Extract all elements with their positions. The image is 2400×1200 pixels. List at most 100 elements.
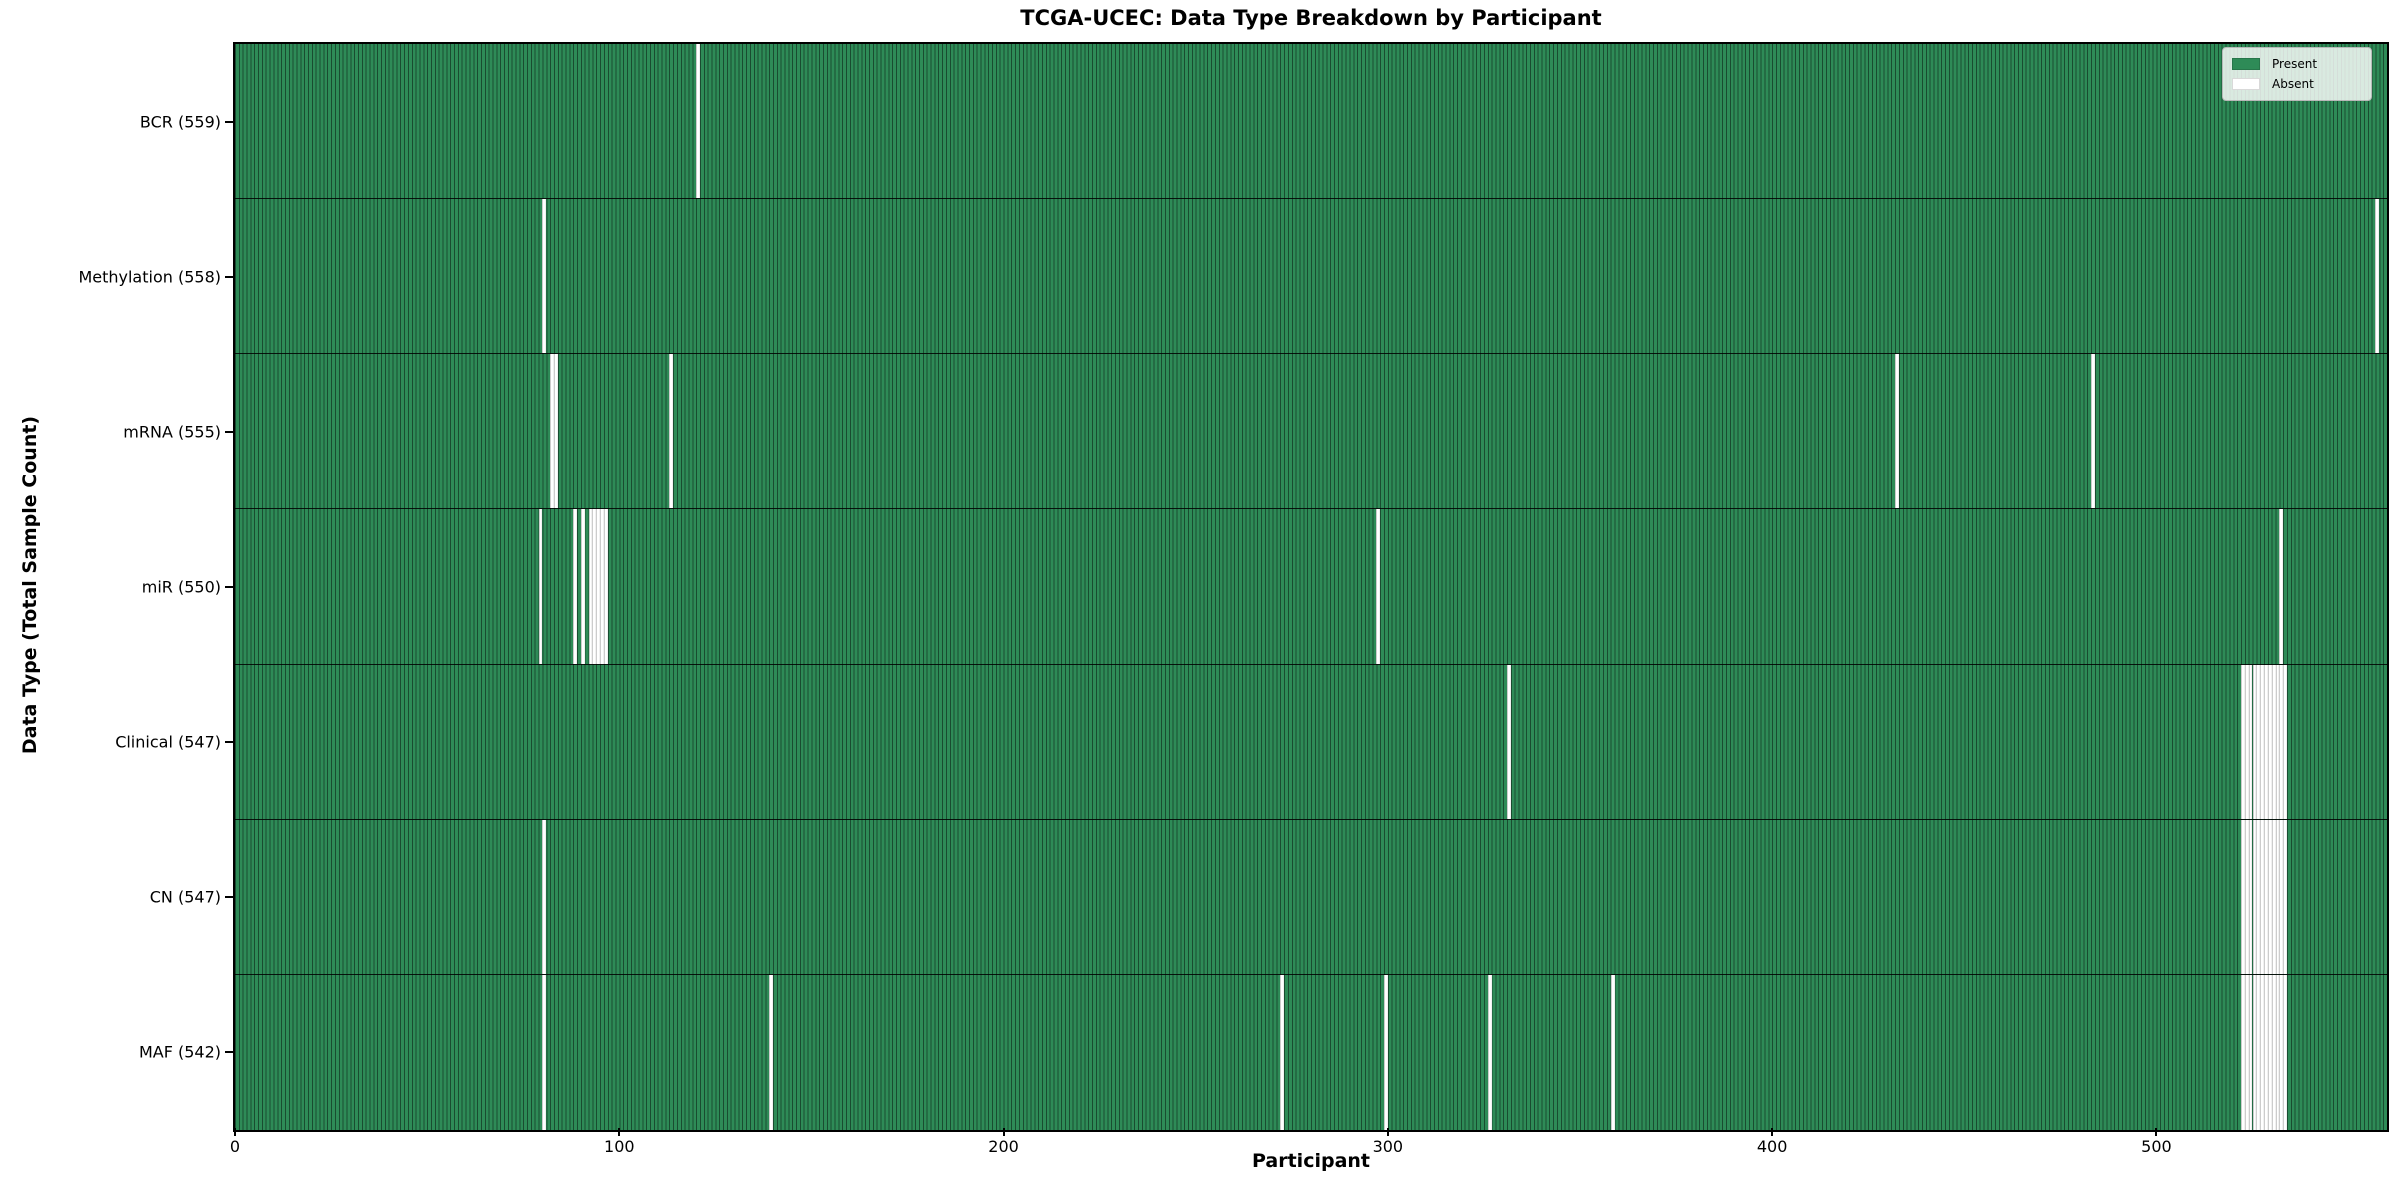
absent-cell bbox=[696, 44, 700, 199]
absent-cell bbox=[2267, 664, 2272, 819]
absent-cell bbox=[2248, 819, 2253, 974]
x-tick-mark bbox=[1386, 1128, 1389, 1136]
absent-cell bbox=[2283, 819, 2288, 974]
plot-area bbox=[233, 42, 2389, 1132]
absent-cell bbox=[2264, 974, 2268, 1130]
legend: Present Absent bbox=[2222, 47, 2372, 101]
y-tick-label: Methylation (558) bbox=[78, 267, 221, 287]
absent-cell bbox=[542, 199, 547, 354]
absent-cell bbox=[596, 509, 601, 664]
absent-cell bbox=[2256, 974, 2261, 1130]
absent-cell bbox=[2260, 974, 2264, 1130]
absent-cell bbox=[2256, 664, 2261, 819]
absent-cell bbox=[538, 509, 543, 664]
absent-cell bbox=[542, 819, 547, 974]
present-swatch-icon bbox=[2232, 58, 2260, 70]
absent-cell bbox=[2275, 819, 2280, 974]
y-tick-mark bbox=[225, 741, 233, 744]
y-tick-mark bbox=[225, 275, 233, 278]
absent-cell bbox=[592, 509, 597, 664]
absent-cell bbox=[2375, 199, 2380, 354]
absent-cell bbox=[1376, 509, 1381, 664]
heatmap-row-cn bbox=[235, 819, 2387, 975]
absent-cell bbox=[600, 509, 604, 664]
y-tick-mark bbox=[225, 120, 233, 123]
absent-cell bbox=[2279, 974, 2284, 1130]
absent-cell bbox=[1384, 974, 1388, 1130]
y-tick-label: MAF (542) bbox=[138, 1042, 221, 1062]
absent-cell bbox=[2256, 819, 2261, 974]
absent-cell bbox=[2283, 664, 2288, 819]
absent-cell bbox=[1487, 974, 1492, 1130]
absent-cell bbox=[2264, 664, 2268, 819]
x-tick-label: 0 bbox=[229, 1137, 241, 1156]
y-axis-label: Data Type (Total Sample Count) bbox=[19, 415, 41, 755]
x-tick-mark bbox=[1771, 1128, 1774, 1136]
absent-cell bbox=[2091, 354, 2095, 509]
absent-cell bbox=[2279, 509, 2284, 664]
absent-cell bbox=[2244, 819, 2249, 974]
y-tick-mark bbox=[225, 1051, 233, 1054]
absent-cell bbox=[2267, 819, 2272, 974]
y-tick-label: miR (550) bbox=[141, 577, 221, 597]
heatmap-row-mir bbox=[235, 509, 2387, 665]
absent-cell bbox=[2252, 974, 2257, 1130]
x-axis-label: Participant bbox=[1251, 1150, 1371, 1172]
absent-cell bbox=[2260, 664, 2264, 819]
x-tick-label: 200 bbox=[988, 1137, 1019, 1156]
absent-cell bbox=[2244, 664, 2249, 819]
absent-cell bbox=[2240, 664, 2245, 819]
legend-entry-absent: Absent bbox=[2232, 74, 2362, 94]
x-tick-label: 300 bbox=[1372, 1137, 1404, 1156]
absent-cell bbox=[2252, 664, 2257, 819]
absent-swatch-icon bbox=[2232, 78, 2260, 90]
y-tick-label: mRNA (555) bbox=[123, 422, 221, 442]
absent-cell bbox=[1895, 354, 1899, 509]
absent-cell bbox=[2271, 819, 2276, 974]
absent-cell bbox=[603, 509, 608, 664]
x-tick-mark bbox=[618, 1128, 621, 1136]
heatmap-row-clinical bbox=[235, 664, 2387, 820]
y-tick-label: BCR (559) bbox=[139, 112, 221, 132]
legend-entry-present: Present bbox=[2232, 54, 2362, 74]
legend-label: Present bbox=[2272, 57, 2318, 71]
absent-cell bbox=[2283, 974, 2288, 1130]
heatmap-row-bcr bbox=[235, 44, 2387, 200]
absent-cell bbox=[2244, 974, 2249, 1130]
absent-cell bbox=[2240, 974, 2245, 1130]
y-tick-mark bbox=[225, 430, 233, 433]
heatmap-row-maf bbox=[235, 974, 2387, 1130]
absent-cell bbox=[588, 509, 593, 664]
absent-cell bbox=[2248, 664, 2253, 819]
absent-cell bbox=[1280, 974, 1285, 1130]
x-tick-mark bbox=[2155, 1128, 2158, 1136]
x-tick-mark bbox=[234, 1128, 236, 1136]
absent-cell bbox=[2279, 664, 2284, 819]
absent-cell bbox=[769, 974, 773, 1130]
absent-cell bbox=[1610, 974, 1615, 1130]
y-tick-label: CN (547) bbox=[149, 887, 221, 907]
absent-cell bbox=[2267, 974, 2272, 1130]
heatmap-row-methylation bbox=[235, 199, 2387, 355]
chart-title: TCGA-UCEC: Data Type Breakdown by Partic… bbox=[1020, 6, 1602, 30]
absent-cell bbox=[2240, 819, 2245, 974]
absent-cell bbox=[2264, 819, 2268, 974]
y-tick-mark bbox=[225, 896, 233, 899]
absent-cell bbox=[2271, 974, 2276, 1130]
absent-cell bbox=[2275, 664, 2280, 819]
absent-cell bbox=[2260, 819, 2264, 974]
absent-cell bbox=[2252, 819, 2257, 974]
y-tick-mark bbox=[225, 586, 233, 588]
absent-cell bbox=[573, 509, 577, 664]
absent-cell bbox=[2271, 664, 2276, 819]
x-tick-label: 100 bbox=[604, 1137, 635, 1156]
legend-label: Absent bbox=[2272, 77, 2314, 91]
absent-cell bbox=[542, 974, 547, 1130]
absent-cell bbox=[550, 354, 554, 509]
absent-cell bbox=[2248, 974, 2253, 1130]
heatmap-row-mrna bbox=[235, 354, 2387, 510]
x-tick-mark bbox=[1002, 1128, 1005, 1136]
absent-cell bbox=[553, 354, 558, 509]
x-tick-label: 500 bbox=[2141, 1137, 2172, 1156]
